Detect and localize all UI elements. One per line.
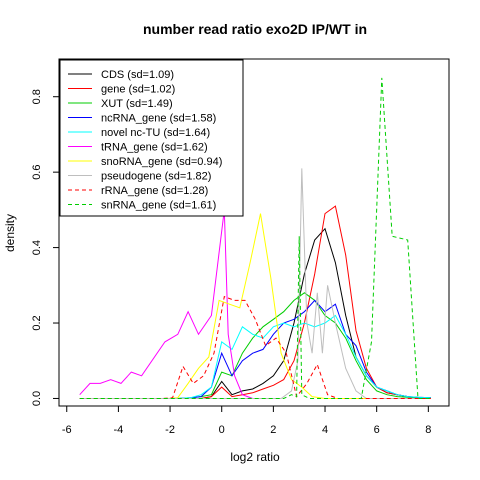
x-tick-label: -4	[114, 424, 124, 436]
x-axis-label: log2 ratio	[230, 450, 280, 464]
legend-label-4: novel nc-TU (sd=1.64)	[101, 127, 210, 139]
plot-frame	[58, 58, 450, 407]
legend-label-5: tRNA_gene (sd=1.62)	[101, 142, 208, 154]
series-line-0	[79, 227, 431, 399]
y-tick-label: 0.6	[31, 165, 43, 180]
series-layer	[79, 77, 431, 399]
x-tick-label: -2	[165, 424, 175, 436]
legend-label-0: CDS (sd=1.09)	[101, 69, 174, 81]
x-tick-label: 4	[322, 424, 328, 436]
series-line-3	[79, 299, 431, 399]
y-tick-label: 0.8	[31, 89, 43, 104]
y-axis: 0.0 0.2 0.4 0.6 0.8	[31, 89, 59, 406]
x-axis: -6 -4 -2 0 2 4 6 8	[62, 406, 431, 436]
series-line-5	[79, 209, 253, 399]
legend-label-6: snoRNA_gene (sd=0.94)	[101, 156, 222, 168]
y-axis-label: density	[3, 214, 17, 252]
series-line-9	[79, 77, 431, 399]
legend: CDS (sd=1.09) gene (sd=1.02) XUT (sd=1.49)…	[59, 59, 244, 217]
chart-title: number read ratio exo2D IP/WT in	[143, 21, 367, 37]
legend-label-8: rRNA_gene (sd=1.28)	[101, 185, 208, 197]
legend-label-2: XUT (sd=1.49)	[101, 98, 173, 110]
series-line-7	[79, 168, 431, 399]
legend-label-1: gene (sd=1.02)	[101, 84, 175, 96]
series-line-2	[79, 292, 431, 399]
x-tick-label: 2	[270, 424, 276, 436]
x-tick-label: 0	[219, 424, 225, 436]
series-line-1	[79, 205, 431, 399]
legend-label-9: snRNA_gene (sd=1.61)	[101, 200, 216, 212]
series-line-8	[79, 295, 431, 399]
legend-label-7: pseudogene (sd=1.82)	[101, 171, 211, 183]
y-tick-label: 0.2	[31, 315, 43, 330]
series-line-4	[79, 314, 431, 399]
x-tick-label: 8	[425, 424, 431, 436]
x-tick-label: -6	[62, 424, 72, 436]
legend-label-3: ncRNA_gene (sd=1.58)	[101, 113, 216, 125]
y-tick-label: 0.0	[31, 391, 43, 406]
series-line-6	[79, 213, 431, 399]
y-tick-label: 0.4	[31, 240, 43, 255]
x-tick-label: 6	[374, 424, 380, 436]
